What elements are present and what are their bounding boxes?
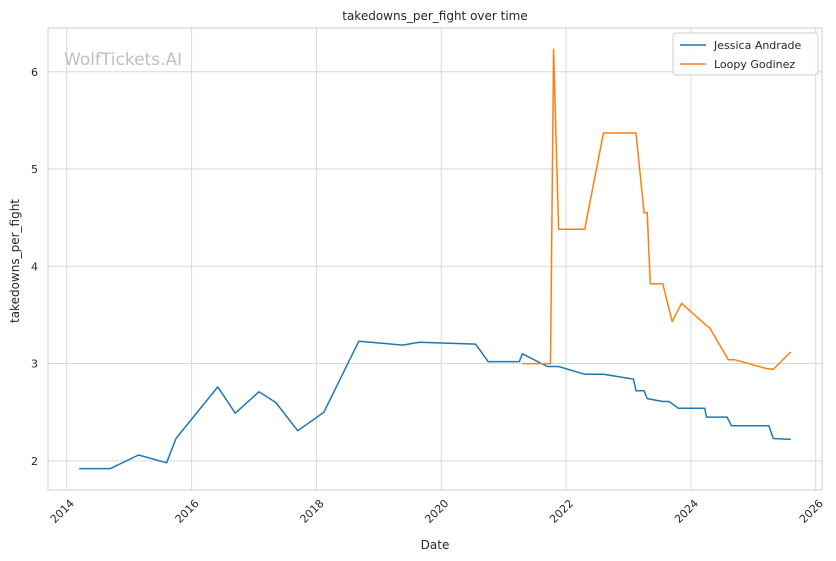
series-line-jessica-andrade bbox=[79, 340, 791, 470]
watermark-text: WolfTickets.AI bbox=[64, 50, 182, 70]
chart-title: takedowns_per_fight over time bbox=[342, 9, 528, 23]
legend-box bbox=[672, 32, 819, 76]
series-line-loopy-godinez bbox=[522, 48, 792, 371]
y-axis-title: takedowns_per_fight bbox=[8, 199, 22, 323]
legend-label-loopy-godinez: Loopy Godinez bbox=[714, 58, 795, 71]
y-tick-label: 2 bbox=[31, 455, 38, 468]
legend: Jessica Andrade Loopy Godinez bbox=[672, 32, 819, 76]
y-tick-label: 6 bbox=[31, 66, 38, 79]
grid-layer bbox=[48, 28, 822, 490]
series-layer bbox=[79, 48, 792, 470]
legend-label-jessica-andrade: Jessica Andrade bbox=[713, 39, 802, 52]
y-tick-label: 4 bbox=[31, 260, 38, 273]
y-tick-label: 5 bbox=[31, 163, 38, 176]
x-axis-title: Date bbox=[421, 538, 450, 552]
y-tick-label: 3 bbox=[31, 358, 38, 371]
plot-area-frame bbox=[47, 27, 823, 491]
